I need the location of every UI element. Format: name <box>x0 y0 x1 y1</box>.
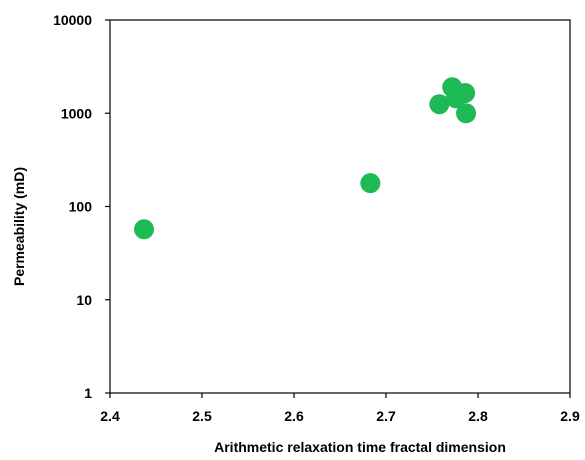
plot-area-frame <box>109 19 571 394</box>
x-tick-label: 2.5 <box>192 408 212 424</box>
y-axis-ticks: 1 10 100 1000 10000 <box>53 12 110 401</box>
y-tick-label: 1000 <box>61 105 92 121</box>
y-tick-label: 10000 <box>53 12 92 28</box>
y-tick-label: 1 <box>84 385 92 401</box>
x-tick-label: 2.9 <box>560 408 580 424</box>
data-points <box>134 77 477 240</box>
x-axis-ticks: 2.4 2.5 2.6 2.7 2.8 2.9 <box>100 393 580 424</box>
data-point <box>456 103 477 124</box>
x-tick-label: 2.7 <box>376 408 396 424</box>
x-tick-label: 2.6 <box>284 408 304 424</box>
x-tick-label: 2.4 <box>100 408 120 424</box>
data-point <box>429 94 450 115</box>
data-point <box>455 82 476 103</box>
data-point <box>360 173 381 194</box>
y-axis-label: Permeability (mD) <box>11 167 27 286</box>
y-tick-label: 10 <box>76 292 92 308</box>
data-point <box>134 219 155 240</box>
x-axis-label: Arithmetic relaxation time fractal dimen… <box>214 439 506 455</box>
y-tick-label: 100 <box>69 199 93 215</box>
x-tick-label: 2.8 <box>468 408 488 424</box>
